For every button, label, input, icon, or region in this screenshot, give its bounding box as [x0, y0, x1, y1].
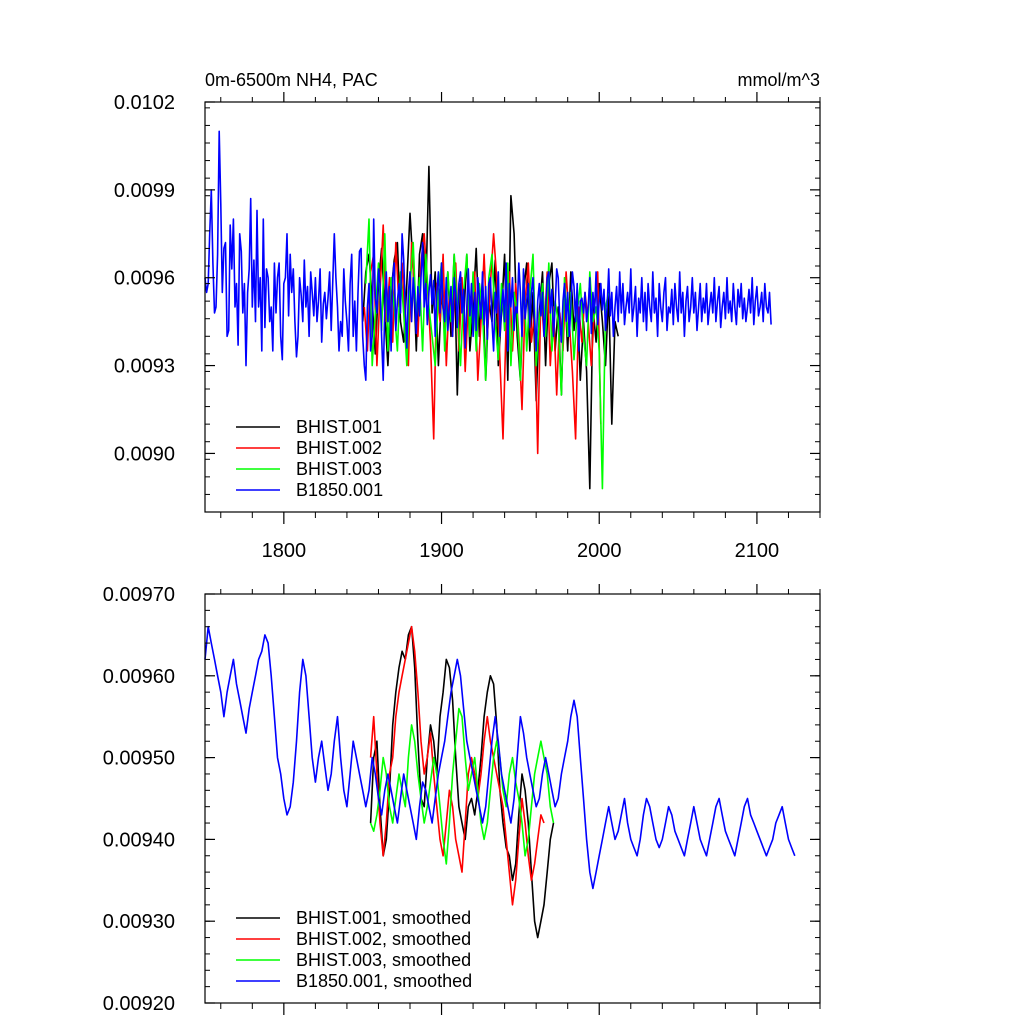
top-chart-panel: 0m-6500m NH4, PAC mmol/m^3 0.0090 0.0093 0… — [114, 70, 821, 562]
bottom-chart-panel: 0.00920 0.00930 0.00940 0.00950 0.00960 0.009… — [103, 584, 821, 1015]
legend-label: BHIST.002, smoothed — [296, 929, 471, 949]
legend-label: BHIST.001 — [296, 417, 382, 437]
x-tick-label: 2000 — [577, 540, 622, 562]
series-line-1 — [363, 224, 602, 455]
chart-title-right: mmol/m^3 — [738, 70, 820, 90]
y-tick-label: 0.0099 — [114, 180, 175, 202]
plot-frame — [204, 593, 821, 1004]
series-line-3 — [204, 130, 772, 382]
y-tick-label: 0.00930 — [103, 911, 175, 933]
y-tick-label: 0.00940 — [103, 829, 175, 851]
y-tick-label: 0.00970 — [103, 584, 175, 606]
plot-frame — [204, 101, 821, 513]
legend-label: BHIST.003, smoothed — [296, 950, 471, 970]
x-tick-label: 1800 — [262, 540, 307, 562]
series-line-2 — [369, 707, 555, 865]
series-line-0 — [369, 625, 555, 939]
y-tick-label: 0.00950 — [103, 748, 175, 770]
y-tick-label: 0.0090 — [114, 443, 175, 465]
y-tick-label: 0.0102 — [114, 92, 175, 114]
chart-title-left: 0m-6500m NH4, PAC — [205, 70, 378, 90]
legend-label: BHIST.001, smoothed — [296, 908, 471, 928]
series-line-1 — [369, 625, 545, 906]
y-tick-label: 0.00920 — [103, 993, 175, 1015]
x-tick-label: 1900 — [419, 540, 464, 562]
y-tick-label: 0.0096 — [114, 268, 175, 290]
y-tick-label: 0.0093 — [114, 356, 175, 378]
y-tick-label: 0.00960 — [103, 666, 175, 688]
legend-label: BHIST.003 — [296, 459, 382, 479]
x-tick-label: 2100 — [735, 540, 780, 562]
legend-label: B1850.001, smoothed — [296, 971, 472, 991]
legend-label: B1850.001 — [296, 480, 383, 500]
legend-label: BHIST.002 — [296, 438, 382, 458]
series-line-3 — [204, 625, 796, 890]
